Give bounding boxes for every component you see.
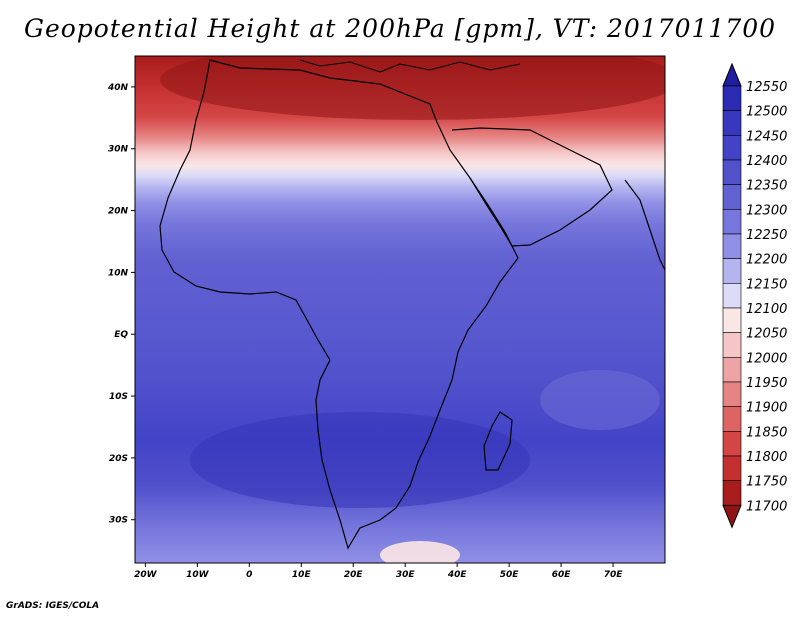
- map-plot-area: [134, 55, 666, 564]
- madagascar-coastline: [483, 411, 513, 471]
- lon-tick-label: 30E: [396, 570, 416, 580]
- colorbar-segment: [722, 258, 742, 284]
- colorbar-label: 12350: [746, 179, 787, 194]
- lat-tick-label: 10S: [109, 392, 128, 402]
- lon-tick-label: 20E: [344, 570, 364, 580]
- lon-tick-label: 0: [246, 570, 252, 580]
- colorbar-label: 12200: [746, 253, 787, 268]
- lat-tick-label: 30N: [108, 145, 129, 155]
- colorbar-segment: [722, 85, 742, 111]
- arabia-coastline: [451, 127, 613, 247]
- colorbar-bottom-arrow: [722, 504, 742, 529]
- lon-tick-label: 70E: [604, 570, 624, 580]
- colorbar-segment: [722, 480, 742, 506]
- lon-tick-label: 10E: [292, 570, 312, 580]
- colorbar-label: 12150: [746, 277, 787, 292]
- lon-tick-label: 50E: [500, 570, 520, 580]
- colorbar-label: 11850: [746, 425, 787, 440]
- lon-tick-label: 20W: [134, 570, 158, 580]
- colorbar-label: 12400: [746, 154, 787, 169]
- colorbar-label: 11700: [746, 499, 787, 514]
- indian-ocean-patch: [540, 370, 660, 430]
- colorbar-segment: [722, 332, 742, 358]
- lat-tick-label: 10N: [108, 268, 129, 278]
- lat-tick-label: 20S: [109, 454, 128, 464]
- colorbar-segment: [722, 455, 742, 481]
- lon-tick-label: 10W: [186, 570, 210, 580]
- longitude-axis: 20W 10W 0 10E 20E 30E 40E 50E 60E 70E: [134, 563, 623, 580]
- colorbar-label: 12050: [746, 327, 787, 342]
- colorbar-label: 12550: [746, 80, 787, 95]
- africa-coastline: [159, 59, 519, 550]
- colorbar-segment: [722, 233, 742, 259]
- lat-tick-label: EQ: [114, 330, 128, 340]
- colorbar-segment: [722, 406, 742, 432]
- colorbar-segment: [722, 283, 742, 309]
- colorbar-segment: [722, 159, 742, 185]
- lat-tick-label: 40N: [107, 83, 129, 93]
- colorbar-label: 12000: [746, 351, 787, 366]
- colorbar-label: 12500: [746, 105, 787, 120]
- colorbar-label: 12300: [746, 203, 787, 218]
- colorbar-segment: [722, 381, 742, 407]
- colorbar-label: 11750: [746, 475, 787, 490]
- southern-light-patch: [380, 541, 460, 563]
- high-height-band: [160, 56, 665, 120]
- colorbar-label: 11800: [746, 450, 787, 465]
- colorbar-label: 11950: [746, 376, 787, 391]
- colorbar-segment: [722, 431, 742, 457]
- colorbar: 12550 12500 12450 12400 12350 12300 12250 12200…: [722, 62, 787, 529]
- lon-tick-label: 60E: [552, 570, 572, 580]
- colorbar-label: 12250: [746, 228, 787, 243]
- colorbar-label: 11900: [746, 401, 787, 416]
- colorbar-segment: [722, 307, 742, 333]
- colorbar-label: 12100: [746, 302, 787, 317]
- grads-credit: GrADS: IGES/COLA: [6, 601, 100, 611]
- colorbar-segment: [722, 357, 742, 383]
- colorbar-segment: [722, 184, 742, 210]
- colorbar-top-arrow: [722, 62, 742, 87]
- plot-frame: [134, 55, 666, 564]
- colorbar-segment: [722, 135, 742, 161]
- lat-tick-label: 30S: [109, 516, 128, 526]
- latitude-axis: 40N 30N 20N 10N EQ 10S 20S 30S: [107, 83, 135, 526]
- europe-coastline: [299, 59, 521, 73]
- india-coastline: [624, 179, 665, 271]
- lon-tick-label: 40E: [447, 570, 468, 580]
- colorbar-label: 12450: [746, 129, 787, 144]
- colorbar-segment: [722, 209, 742, 235]
- colorbar-segment: [722, 110, 742, 136]
- southern-trough-core: [190, 412, 530, 508]
- lat-tick-label: 20N: [108, 207, 129, 217]
- map-title: Geopotential Height at 200hPa [gpm], VT:…: [23, 14, 777, 43]
